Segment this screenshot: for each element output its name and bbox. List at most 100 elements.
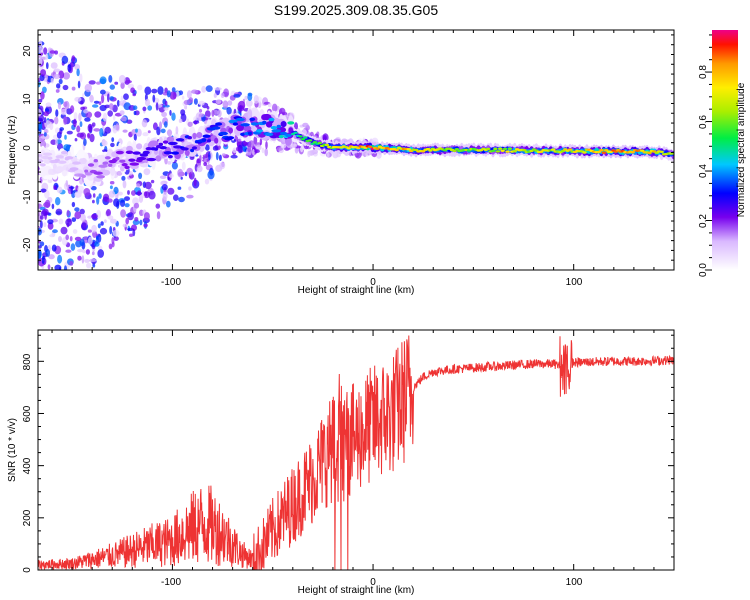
spectrogram-noise-cell [167,187,175,195]
spectrogram-noise-cell [468,0,471,4]
spectrogram-ridge-cell [98,164,108,168]
spectrogram-noise-cell [481,0,486,3]
spectrogram-noise-cell [42,277,45,281]
spectrogram-ridge-cell [500,149,505,152]
spectrogram-noise-cell [51,272,57,276]
spectrogram-noise-cell [111,137,115,143]
spectrogram-noise-cell [164,100,168,106]
spectrogram-noise-cell [476,0,482,2]
spectrogram-noise-cell [445,0,449,2]
spectrogram-noise-cell [439,0,446,4]
spectrogram-noise-cell [466,0,470,3]
spectrogram-noise-cell [108,75,113,83]
spectrogram-noise-cell [76,125,81,133]
spectrogram-noise-cell [464,0,467,5]
spectrogram-noise-cell [86,262,92,269]
spectrogram-noise-cell [60,108,67,116]
spectrogram-noise-cell [143,191,148,197]
spectrogram-noise-cell [80,106,86,111]
spectrogram-ridge-cell [452,149,457,152]
spectrogram-noise-cell [264,148,269,157]
spectrogram-noise-cell [463,0,468,4]
spectrogram-noise-cell [74,211,81,220]
spectrogram-noise-cell [144,98,151,107]
spectrogram-noise-cell [74,64,80,71]
spectrogram-noise-cell [52,229,58,234]
spectrogram-noise-cell [512,0,516,2]
spectrogram-noise-cell [131,190,136,196]
snr-plot-area [38,335,674,570]
spectrogram-noise-cell [84,117,91,122]
spectrogram-noise-cell [40,55,43,65]
spectrogram-ridge-cell [240,132,246,136]
spectrogram-noise-cell [189,155,195,160]
spectrogram-noise-cell [201,85,207,93]
spectrogram-noise-cell [485,0,492,2]
spectrogram-x-tick: 100 [566,277,583,288]
spectrogram-noise-cell [42,86,47,94]
spectrogram-noise-cell [156,211,161,220]
spectrogram-noise-cell [107,93,110,103]
colorbar-gradient [712,30,738,270]
spectrogram-noise-cell [215,164,223,172]
spectrogram-noise-cell [87,236,93,245]
spectrogram-noise-cell [51,244,57,252]
spectrogram-noise-cell [492,0,495,3]
spectrogram-noise-cell [171,112,176,121]
spectrogram-noise-cell [36,277,40,286]
spectrogram-noise-cell [166,129,173,137]
spectrogram-noise-cell [493,0,500,2]
spectrogram-noise-cell [141,119,148,128]
spectrogram-noise-cell [460,0,466,4]
spectrogram-noise-cell [455,0,459,3]
spectrogram-ridge-cell [285,133,292,138]
spectrogram-ridge-cell [640,149,645,152]
spectrogram-noise-cell [501,0,504,3]
colorbar-tick-label: 0.8 [698,65,709,79]
spectrogram-noise-cell [488,0,492,2]
spectrogram-noise-cell [466,0,473,3]
snr-y-tick: 0 [22,567,33,573]
spectrogram-ridge-cell [55,155,64,159]
spectrogram-x-tick: 0 [370,277,376,288]
spectrogram-noise-cell [474,0,477,3]
spectrogram-noise-cell [465,0,470,2]
spectrogram-noise-cell [454,0,460,3]
spectrogram-noise-cell [53,185,57,190]
colorbar-tick-label: 0.2 [698,214,709,228]
spectrogram-ridge-cell [490,149,496,153]
spectrogram-noise-cell [167,176,170,181]
spectrogram-noise-cell [488,0,494,3]
spectrogram-ridge-cell [317,141,322,145]
spectrogram-noise-cell [81,255,85,264]
spectrogram-noise-cell [215,99,222,104]
spectrogram-noise-cell [120,116,127,122]
spectrogram-noise-cell [479,0,482,3]
spectrogram-noise-cell [227,100,233,106]
spectrogram-noise-cell [65,180,69,187]
spectrogram-ridge-cell [298,135,303,138]
spectrogram-noise-cell [212,145,219,151]
spectrogram-noise-cell [91,122,96,127]
spectrogram-noise-cell [45,102,52,107]
spectrogram-noise-cell [506,0,509,4]
spectrogram-noise-cell [181,161,186,171]
spectrogram-ridge-cell [270,126,278,130]
spectrogram-ridge-cell [167,141,178,146]
spectrogram-noise-cell [471,0,477,3]
spectrogram-noise-cell [47,178,53,184]
spectrogram-ridge-cell [124,165,130,170]
spectrogram-noise-cell [310,150,315,154]
spectrogram-noise-cell [155,102,159,111]
spectrogram-ridge-cell [486,147,491,151]
spectrogram-noise-cell [478,0,482,2]
spectrogram-noise-cell [466,0,473,4]
spectrogram-ridge-cell [324,143,330,147]
spectrogram-ridge-cell [108,163,113,167]
spectrogram-noise-cell [92,193,96,198]
spectrogram-noise-cell [50,139,57,145]
spectrogram-noise-cell [84,83,93,93]
spectrogram-noise-cell [472,0,475,2]
spectrogram-noise-cell [254,149,260,154]
spectrogram-noise-cell [191,89,199,94]
